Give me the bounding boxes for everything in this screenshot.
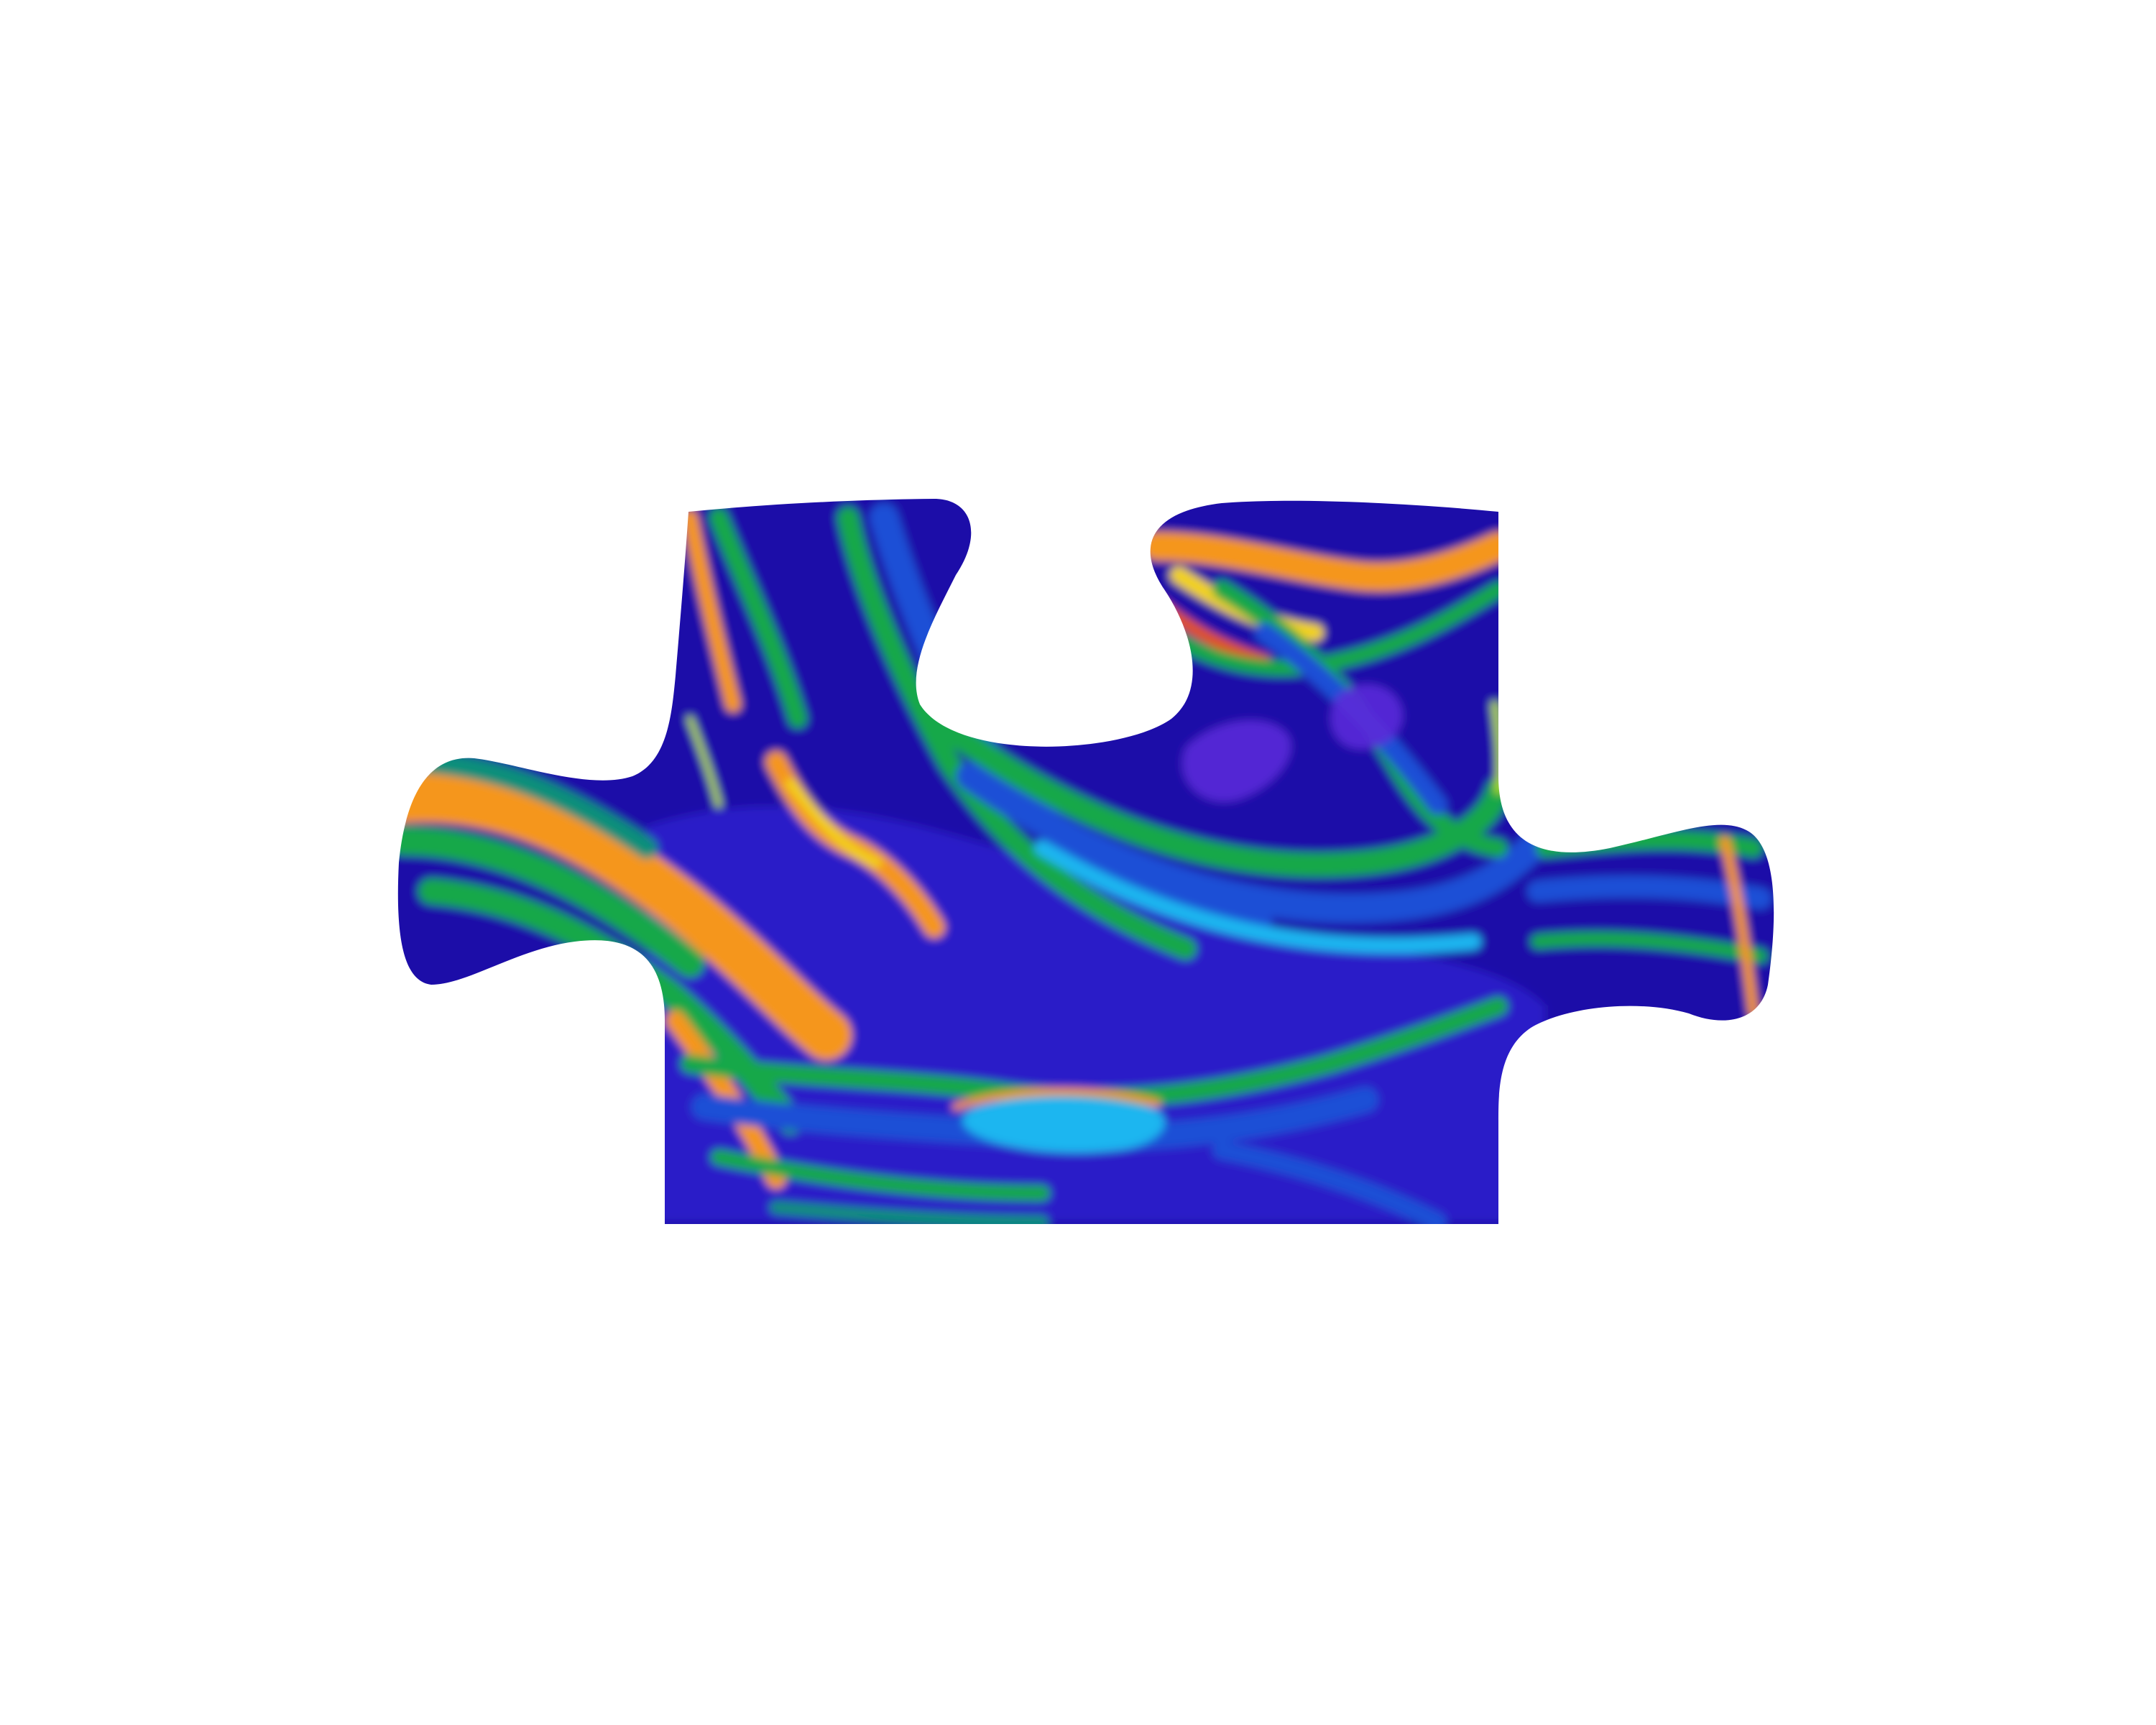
swirl-orange-top-right: [1143, 532, 1513, 592]
swirl-green-bottom: [711, 1149, 1050, 1201]
swirl-blue-bottom-right: [1212, 1141, 1447, 1224]
violet-droplet-1: [1182, 720, 1291, 802]
swirl-yellow-mid: [786, 778, 882, 868]
swirl-orange-top-left: [682, 510, 741, 712]
swirl-green-top-left: [709, 508, 807, 728]
swirl-blue-arc: [956, 762, 1545, 923]
droplet-orange-rim: [952, 1087, 1161, 1110]
lime-accent-left: [687, 716, 722, 808]
swirl-green-left: [397, 827, 704, 978]
swirl-teal-bottom: [770, 1201, 1049, 1224]
swirl-green-tab-low: [1531, 932, 1768, 963]
swirl-orange-left: [397, 772, 852, 1060]
cyan-droplet: [962, 1096, 1165, 1153]
swirl-green-top-right: [1156, 581, 1506, 676]
swirl-cyan-arc: [1034, 840, 1481, 954]
swirl-blue-tab: [1527, 875, 1772, 909]
violet-droplet-2: [1330, 684, 1403, 749]
marbled-pattern: [397, 499, 1774, 1224]
swirl-green-diagonal: [837, 507, 1197, 960]
swirl-orange-tab: [1720, 836, 1759, 1018]
